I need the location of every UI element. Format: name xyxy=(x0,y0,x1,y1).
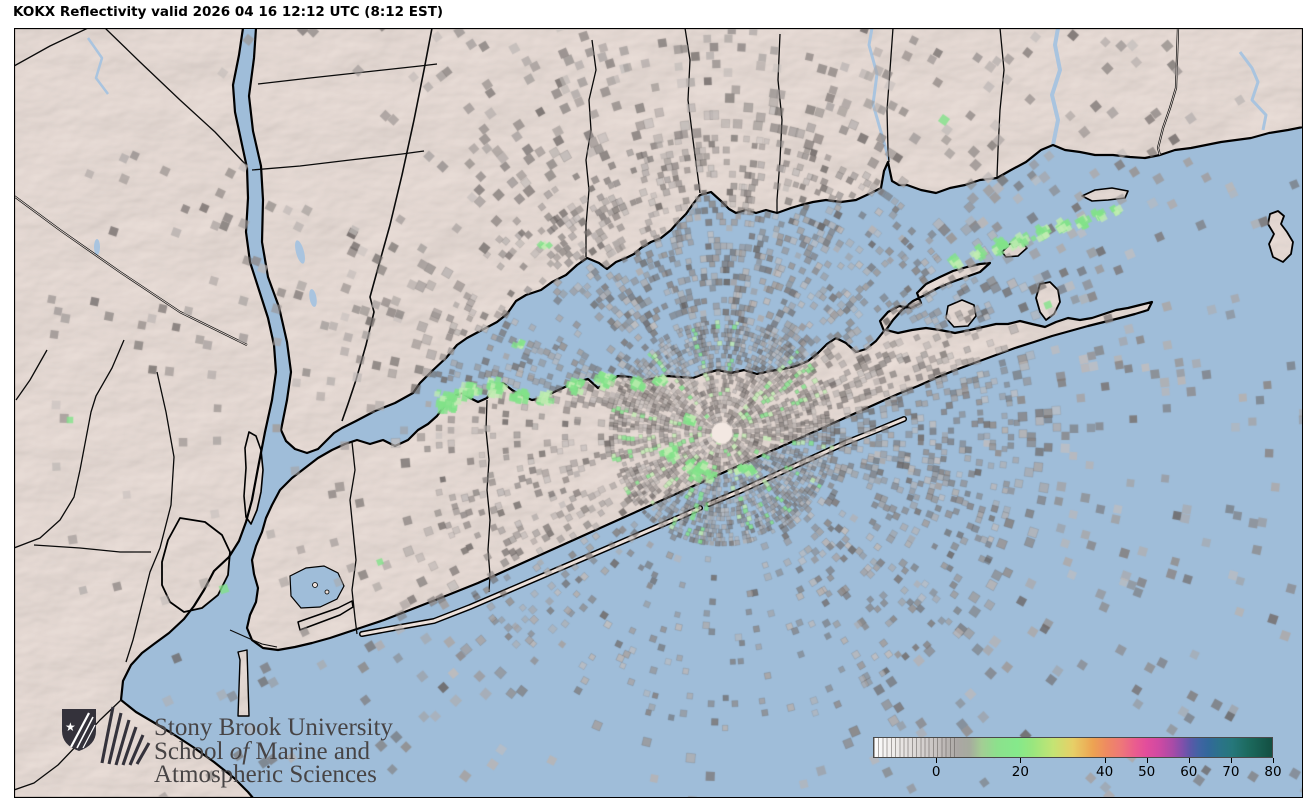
logo-line2: School of Marine and xyxy=(154,737,370,765)
colorbar-tick xyxy=(1104,758,1106,763)
shield-star-icon: ★ xyxy=(65,720,76,734)
colorbar-tick-label: 60 xyxy=(1180,764,1198,780)
colorbar-tick xyxy=(1230,758,1232,763)
colorbar-tick-label: 0 xyxy=(931,764,941,780)
colorbar-tick-label: 80 xyxy=(1264,764,1282,780)
colorbar-tick-label: 40 xyxy=(1095,764,1114,780)
logo-line3: Atmospheric Sciences xyxy=(154,761,377,788)
colorbar-tick xyxy=(1146,758,1148,763)
page-title: KOKX Reflectivity valid 2026 04 16 12:12… xyxy=(13,4,444,20)
colorbar-tick xyxy=(936,758,938,763)
logo-line1: Stony Brook University xyxy=(154,714,393,741)
colorbar-gradient xyxy=(873,737,1273,758)
colorbar-tick-label: 50 xyxy=(1138,764,1156,780)
colorbar-tick-label: 70 xyxy=(1222,764,1240,780)
colorbar-tick xyxy=(1273,758,1274,763)
colorbar-tick xyxy=(1188,758,1190,763)
colorbar-ticks: 0 20 40 50 60 70 80 xyxy=(873,758,1282,784)
reflectivity-colorbar: 0 20 40 50 60 70 80 xyxy=(873,737,1282,780)
colorbar-binned-overlay xyxy=(874,738,958,757)
colorbar-tick-label: 20 xyxy=(1011,764,1029,780)
university-shield-icon: ★ xyxy=(62,706,151,766)
colorbar-tick xyxy=(1020,758,1022,763)
logo-text: Stony Brook University School of Marine … xyxy=(154,714,393,788)
logo-rays-icon xyxy=(100,706,151,766)
